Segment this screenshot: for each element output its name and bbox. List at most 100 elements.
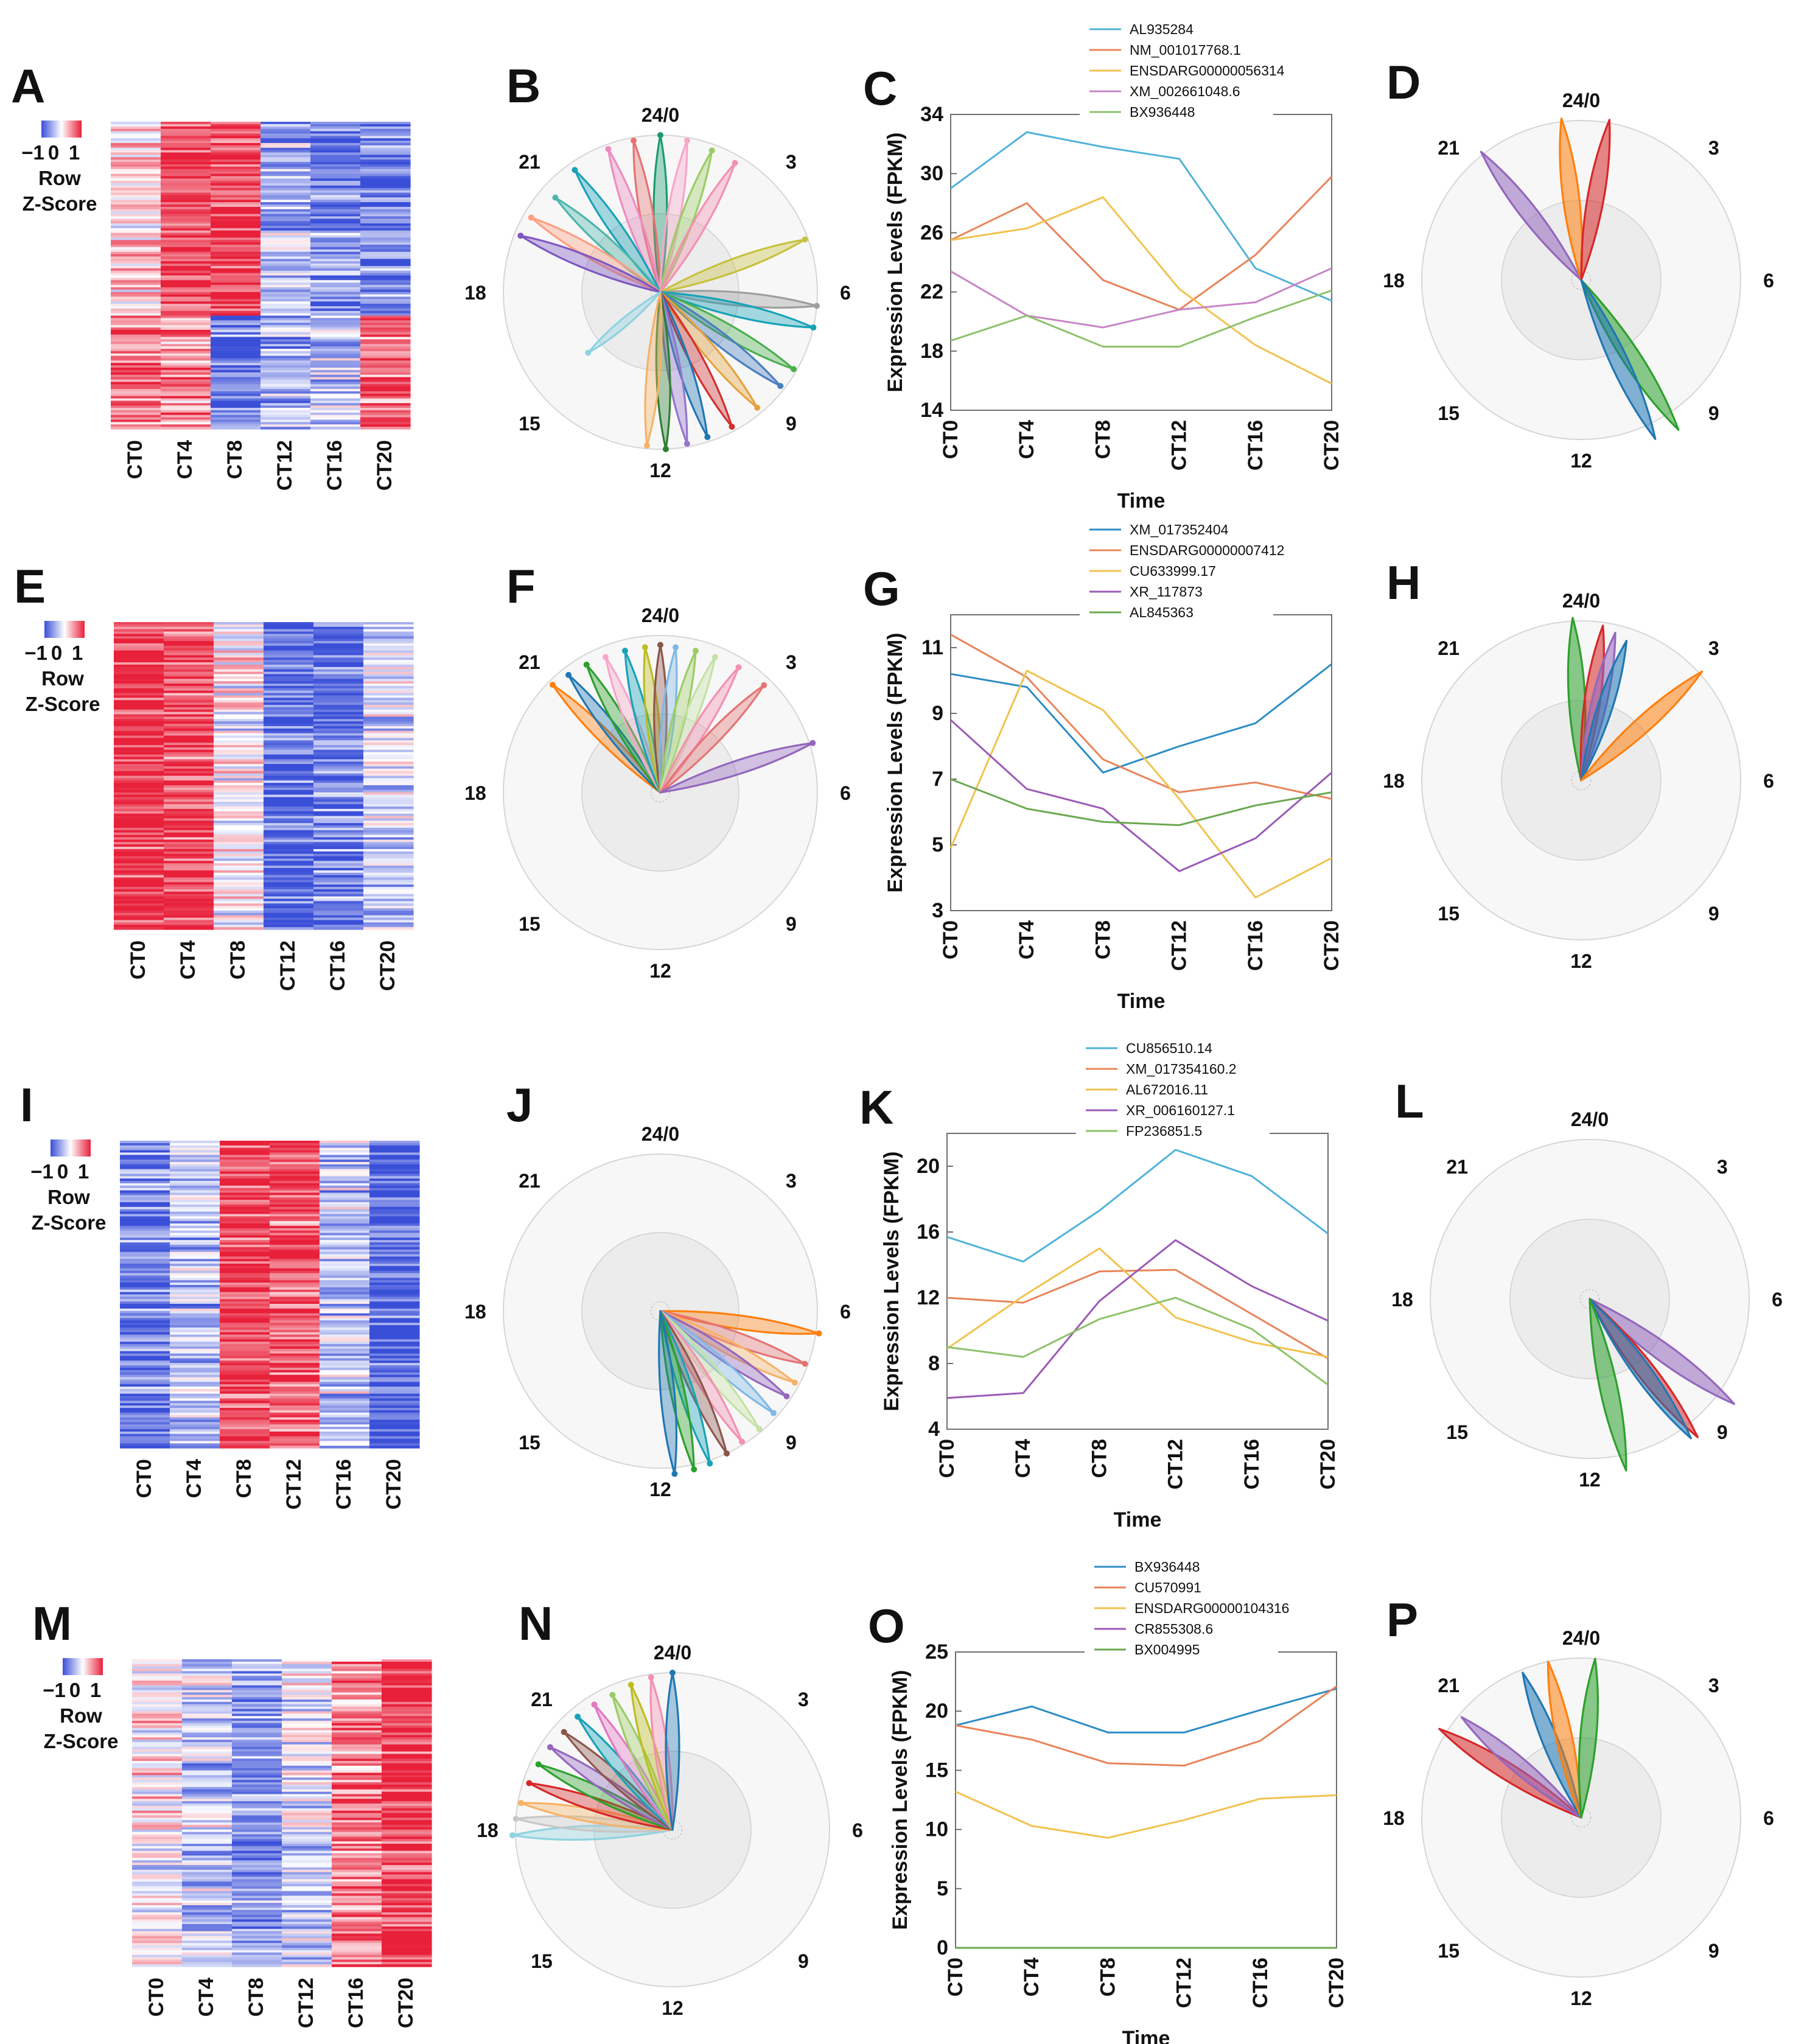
heatmap-cell [360, 233, 411, 236]
clock-hour-label: 24/0 [1562, 89, 1600, 111]
heatmap-cell [332, 1886, 382, 1889]
heatmap-cell [313, 794, 364, 798]
heatmap-cell [161, 155, 211, 158]
heatmap-cell [120, 1160, 170, 1163]
heatmap-cell [260, 228, 311, 231]
y-axis-title: Expression Levels (FPKM) [889, 1670, 912, 1930]
heatmap-cell [232, 1938, 282, 1941]
heatmap-cell [111, 192, 161, 196]
heatmap-cell [132, 1735, 183, 1738]
heatmap-cell [270, 1161, 320, 1165]
heatmap-cell [120, 1410, 170, 1413]
heatmap-cell [214, 872, 264, 876]
heatmap-cell [164, 624, 214, 628]
heatmap-cell [232, 1713, 282, 1717]
heatmap-cell [214, 783, 264, 786]
heatmap-cell [332, 1680, 382, 1684]
heatmap-cell [214, 866, 264, 869]
heatmap-cell [161, 320, 211, 323]
heatmap-cell [114, 775, 164, 779]
x-tick-label: CT0 [944, 1958, 967, 1997]
heatmap-cell [111, 337, 161, 340]
heatmap-cell [332, 1815, 382, 1818]
heatmap-cell [382, 1803, 432, 1807]
heatmap-cell [282, 1664, 332, 1667]
heatmap-cell [332, 1676, 382, 1679]
legend-entry: CU633999.17 [1130, 563, 1216, 579]
heatmap-cell [332, 1928, 382, 1932]
heatmap-cell [132, 1959, 183, 1962]
heatmap-cell [214, 906, 264, 909]
heatmap-cell [363, 849, 414, 852]
heatmap-cell [132, 1950, 183, 1953]
heatmap-cell [214, 724, 264, 727]
heatmap-cell [161, 214, 211, 217]
heatmap-cell [332, 1955, 382, 1958]
heatmap-cell [170, 1446, 220, 1449]
heatmap-cell [164, 636, 214, 639]
heatmap-cell [232, 1685, 282, 1689]
heatmap-cell [232, 1780, 282, 1783]
heatmap-cell [211, 190, 261, 194]
heatmap-cell [382, 1787, 432, 1790]
heatmap-cell [260, 358, 311, 361]
series-line [949, 719, 1332, 872]
heatmap-cell [170, 1344, 220, 1347]
x-tick-label: CT4 [1015, 920, 1038, 959]
heatmap-cell [220, 1294, 270, 1297]
clock-hour-label: 24/0 [654, 1642, 691, 1664]
heatmap-cell [260, 372, 311, 376]
heatmap-cell [182, 1770, 232, 1774]
heatmap-cell [114, 906, 164, 909]
heatmap-cell [310, 306, 361, 309]
heatmap-cell [114, 773, 164, 777]
heatmap-cell [232, 1770, 282, 1774]
heatmap-cell [161, 417, 211, 421]
heatmap-cell [260, 245, 311, 248]
heatmap-cell [363, 707, 414, 710]
heatmap-cell [332, 1727, 382, 1731]
heatmap-cell [120, 1223, 170, 1227]
heatmap-cell [363, 858, 414, 861]
heatmap-cell [382, 1863, 432, 1866]
heatmap-cell [270, 1320, 320, 1323]
heatmap-cell [282, 1744, 332, 1748]
heatmap-cell [360, 341, 411, 345]
heatmap-cell [170, 1141, 220, 1144]
heatmap-cell [363, 648, 414, 651]
heatmap-cell [382, 1841, 432, 1844]
heatmap-cell [313, 752, 364, 755]
heatmap-cell [114, 802, 164, 805]
heatmap-cell [132, 1898, 183, 1901]
heatmap-cell [270, 1237, 320, 1241]
clock-petal-dot [561, 1729, 567, 1735]
heatmap-cell [282, 1853, 332, 1857]
heatmap-cell [114, 889, 164, 892]
heatmap-cell [220, 1200, 270, 1203]
heatmap-cell [132, 1690, 183, 1693]
heatmap-cell [264, 808, 314, 812]
heatmap-cell [161, 192, 211, 196]
heatmap-cell [313, 667, 364, 670]
heatmap-cell [132, 1727, 183, 1731]
heatmap-cell [310, 341, 361, 345]
heatmap-cell [120, 1377, 170, 1380]
heatmap-cell [270, 1225, 320, 1229]
heatmap-cell [310, 412, 361, 416]
heatmap-cell [363, 681, 414, 684]
heatmap-cell [114, 920, 164, 923]
heatmap-cell [270, 1346, 320, 1349]
heatmap-xlabel: CT8 [226, 940, 250, 979]
heatmap-cell [264, 880, 314, 883]
heatmap-cell [382, 1818, 432, 1821]
heatmap-cell [111, 202, 161, 205]
clock-hour-label: 21 [531, 1689, 553, 1710]
heatmap-cell [320, 1377, 370, 1380]
y-tick-label: 25 [925, 1640, 948, 1664]
clock-petal-dot [509, 1832, 516, 1839]
heatmap-cell [164, 752, 214, 755]
heatmap-cell [369, 1214, 420, 1217]
heatmap-cell [232, 1933, 282, 1937]
heatmap-cell [260, 391, 311, 394]
heatmap-cell [310, 133, 361, 136]
